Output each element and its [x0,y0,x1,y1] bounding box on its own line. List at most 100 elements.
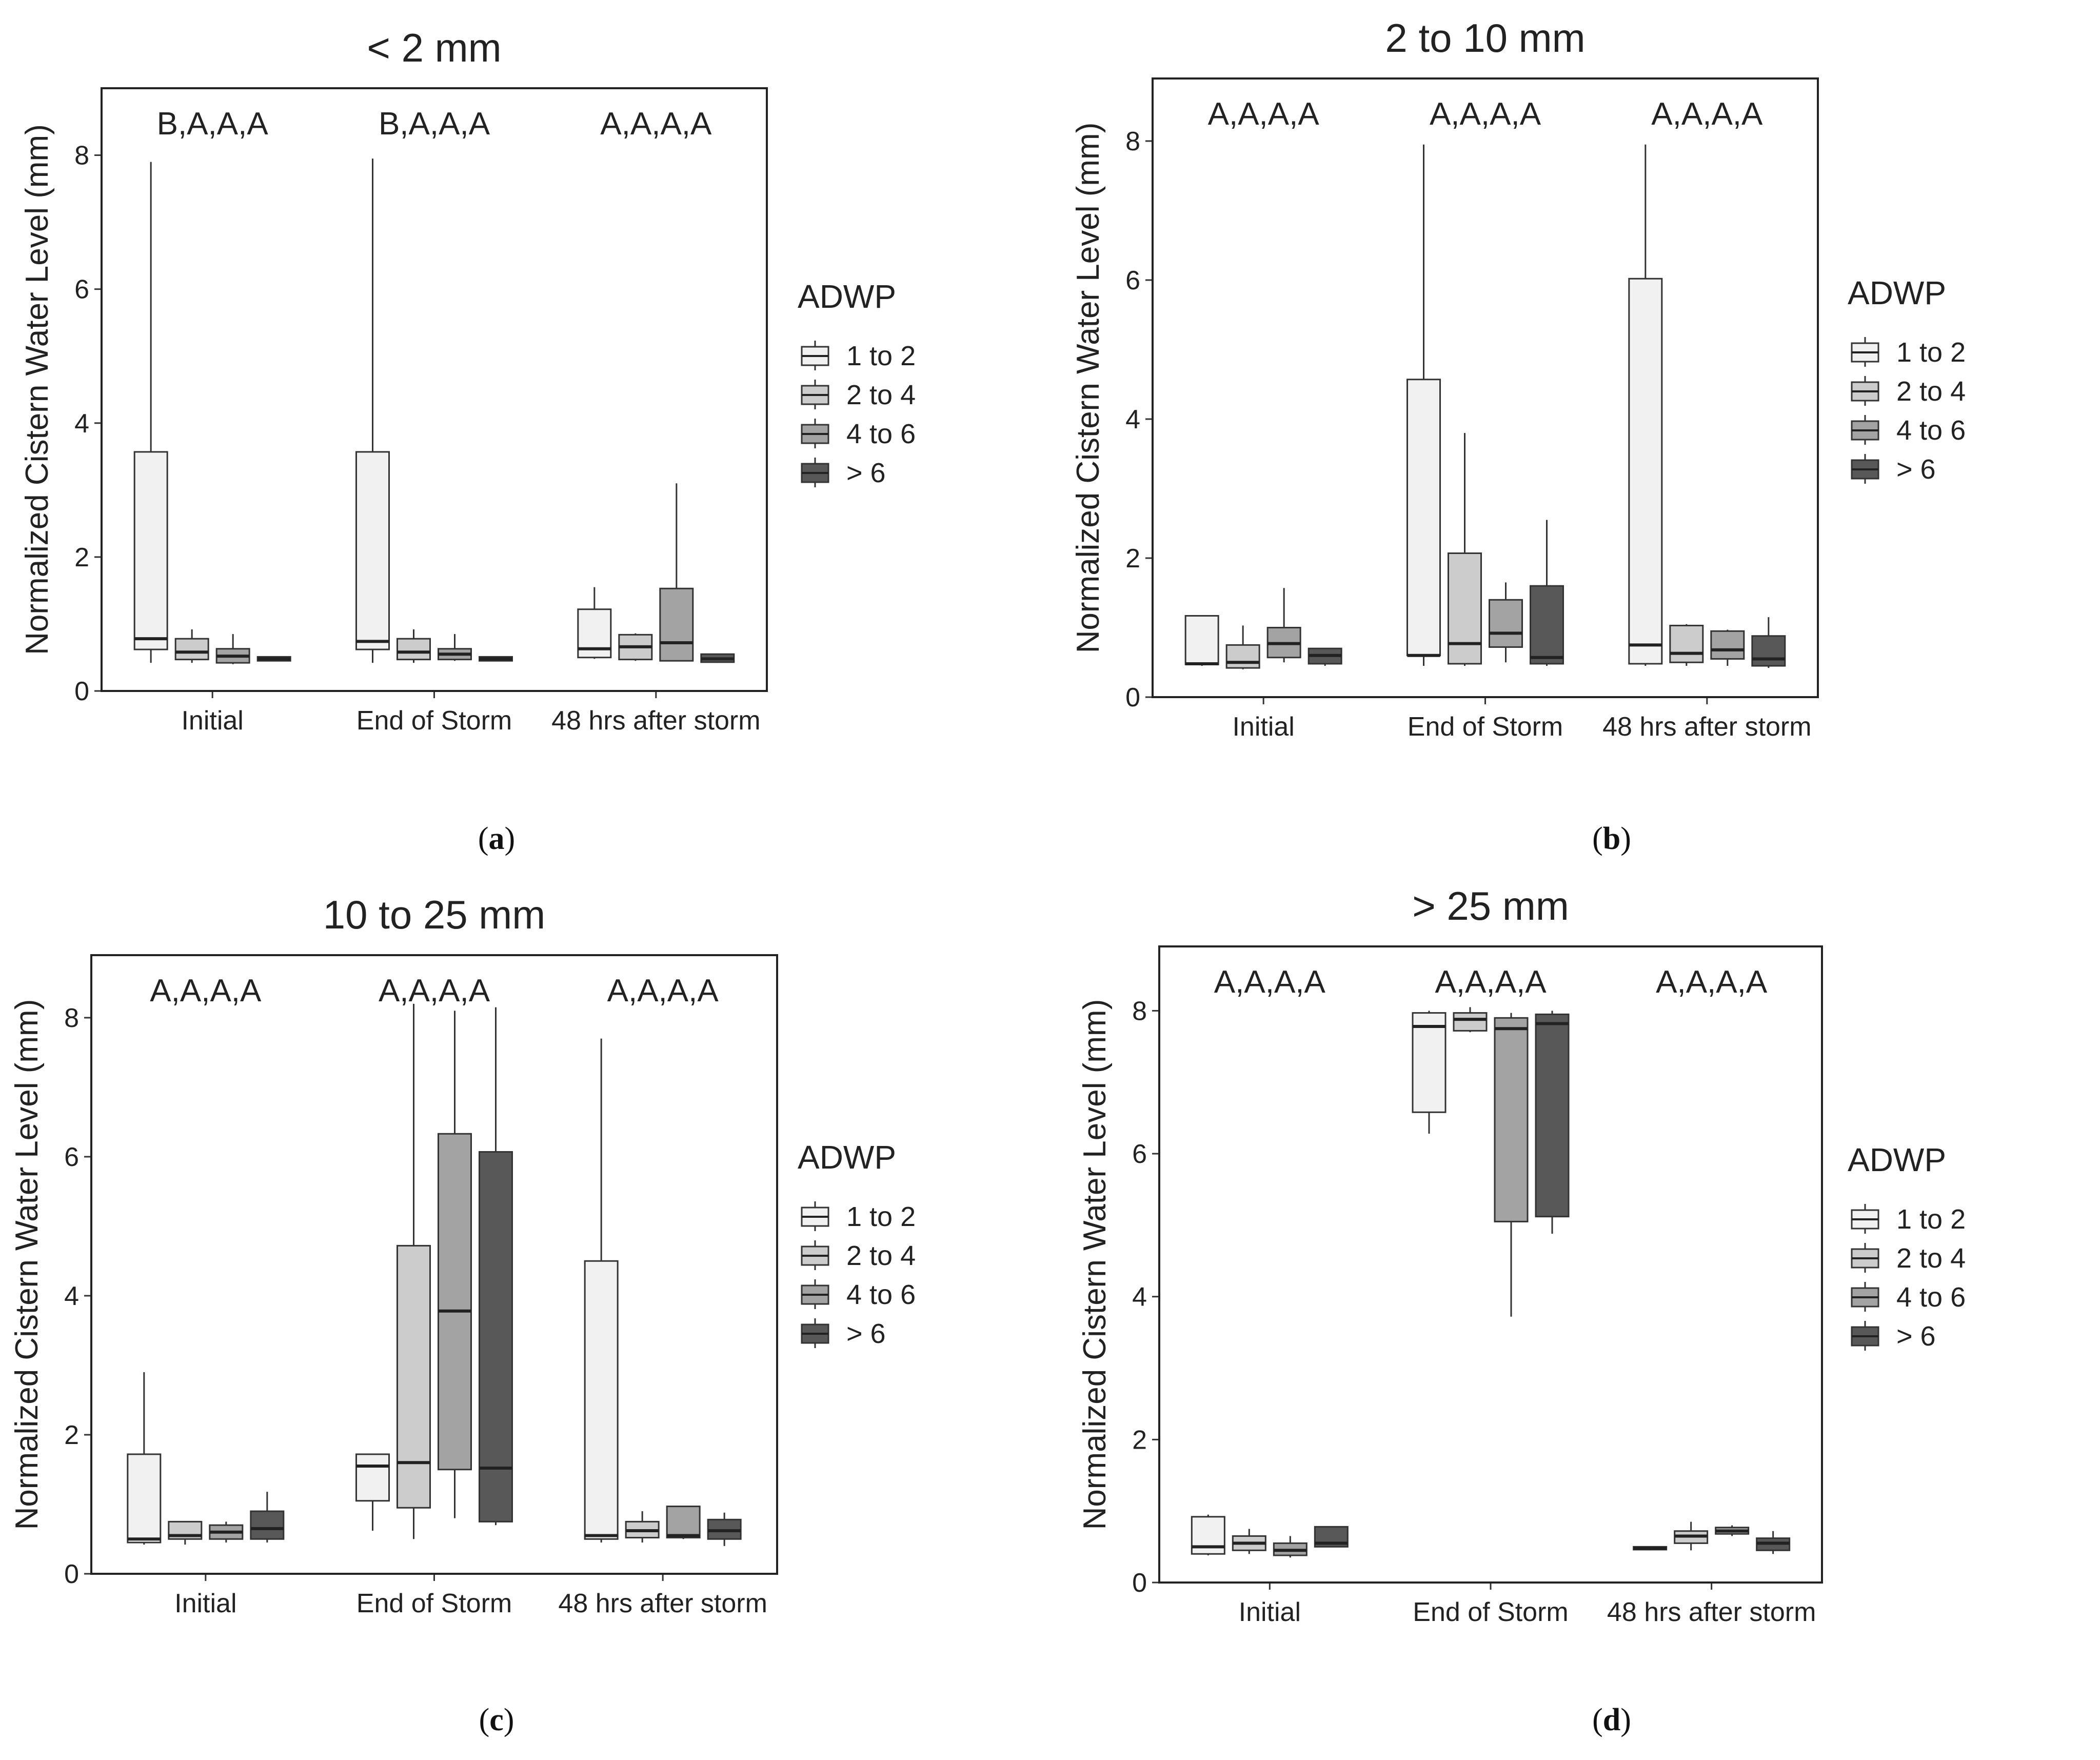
panel-a: < 2 mm Normalized Cistern Water Level (mm… [0,0,1050,879]
caption-letter: d [1602,1703,1621,1737]
caption-letter: b [1602,821,1621,856]
significance-letters: B,A,A,A [157,106,269,142]
box [397,638,431,661]
panel-b: 2 to 10 mm Normalized Cistern Water Level… [1050,0,2100,879]
box [1530,585,1564,665]
significance-letters: A,A,A,A [1214,964,1326,1000]
x-tick-label: Initial [1239,1597,1301,1627]
legend-label: > 6 [1896,1321,1936,1352]
significance-letters: A,A,A,A [1435,964,1547,1000]
legend-label: 4 to 6 [1896,1282,1966,1313]
box [1448,552,1482,665]
box [1751,635,1786,667]
box [1225,644,1260,669]
y-tick-label: 6 [1132,1139,1147,1169]
box [584,1260,619,1540]
caption-letter: a [488,821,505,856]
x-tick-label: Initial [174,1589,236,1618]
box [133,451,168,650]
legend-label: 1 to 2 [846,1201,916,1232]
legend-label: 4 to 6 [846,1279,916,1310]
y-tick-label: 4 [1132,1282,1147,1312]
y-tick-label: 8 [1125,127,1140,156]
legend-label: > 6 [846,1318,886,1349]
legend-label: > 6 [1896,454,1936,485]
box [397,1244,431,1509]
caption-letter: c [489,1703,504,1737]
chart-title: > 25 mm [1412,883,1569,928]
significance-letters: B,A,A,A [379,106,490,142]
box [1535,1013,1570,1218]
legend-label: 1 to 2 [1896,337,1966,368]
box [127,1453,162,1544]
legend-label: 4 to 6 [846,419,916,449]
box [1489,599,1523,648]
x-tick-label: 48 hrs after storm [558,1589,767,1618]
x-tick-label: 48 hrs after storm [1607,1597,1816,1627]
box [1628,278,1663,665]
chart-d: > 25 mm Normalized Cistern Water Level (m… [1077,883,1966,1627]
chart-a: < 2 mm Normalized Cistern Water Level (mm… [19,25,916,736]
box [355,451,390,650]
legend-title: ADWP [798,1139,896,1176]
y-tick-label: 2 [64,1420,79,1450]
significance-letters: A,A,A,A [607,973,719,1008]
legend-label: 1 to 2 [846,341,916,371]
box [1669,624,1704,663]
significance-letters: A,A,A,A [379,973,490,1008]
box [250,1510,285,1540]
caption-b: (b) [1592,821,1631,856]
x-tick-label: Initial [1232,712,1294,742]
significance-letters: A,A,A,A [1430,96,1541,132]
plot-frame [1152,77,1819,698]
x-tick-label: End of Storm [356,1589,512,1618]
legend-label: 4 to 6 [1896,415,1966,446]
panel-c: 10 to 25 mm Normalized Cistern Water Leve… [0,879,1050,1757]
x-tick-label: End of Storm [356,706,512,736]
chart-title: < 2 mm [367,25,501,70]
box [479,1151,513,1522]
chart-b: 2 to 10 mm Normalized Cistern Water Level… [1071,15,1966,742]
box [1494,1017,1529,1222]
x-tick-label: 48 hrs after storm [1602,712,1811,742]
y-axis-label: Normalized Cistern Water Level (mm) [19,124,55,655]
legend-title: ADWP [1848,274,1946,311]
box [1184,615,1219,665]
box [1710,630,1745,660]
significance-letters: A,A,A,A [1651,96,1763,132]
legend-label: 2 to 4 [1896,1243,1966,1274]
y-tick-label: 4 [64,1281,79,1311]
y-tick-label: 8 [64,1003,79,1033]
y-tick-label: 6 [64,1142,79,1172]
caption-d: (d) [1592,1703,1631,1737]
y-axis-label: Normalized Cistern Water Level (mm) [9,999,45,1530]
box [1191,1516,1225,1555]
plot-frame [1158,945,1823,1584]
legend-label: 2 to 4 [1896,376,1966,407]
x-tick-label: End of Storm [1413,1597,1568,1627]
y-axis-label: Normalized Cistern Water Level (mm) [1077,999,1113,1530]
y-tick-label: 0 [1132,1568,1147,1598]
box [438,1133,472,1471]
chart-title: 10 to 25 mm [323,892,546,937]
significance-letters: A,A,A,A [1656,964,1768,1000]
y-tick-label: 2 [1125,544,1140,574]
y-tick-label: 8 [1132,996,1147,1026]
plot-frame [90,954,778,1575]
y-tick-label: 0 [74,677,89,706]
y-axis-label: Normalized Cistern Water Level (mm) [1071,123,1106,654]
x-tick-label: 48 hrs after storm [551,706,760,736]
plot-frame [101,87,768,692]
y-tick-label: 0 [64,1559,79,1589]
box [666,1506,701,1539]
box [659,587,694,662]
y-tick-label: 0 [1125,683,1140,713]
box [1406,379,1441,657]
chart-c: 10 to 25 mm Normalized Cistern Water Leve… [9,892,916,1618]
legend-title: ADWP [798,278,896,315]
x-tick-label: End of Storm [1408,712,1563,742]
caption-a: (a) [478,821,516,856]
caption-c: (c) [479,1703,514,1737]
significance-letters: A,A,A,A [1208,96,1320,132]
legend-label: > 6 [846,458,886,488]
